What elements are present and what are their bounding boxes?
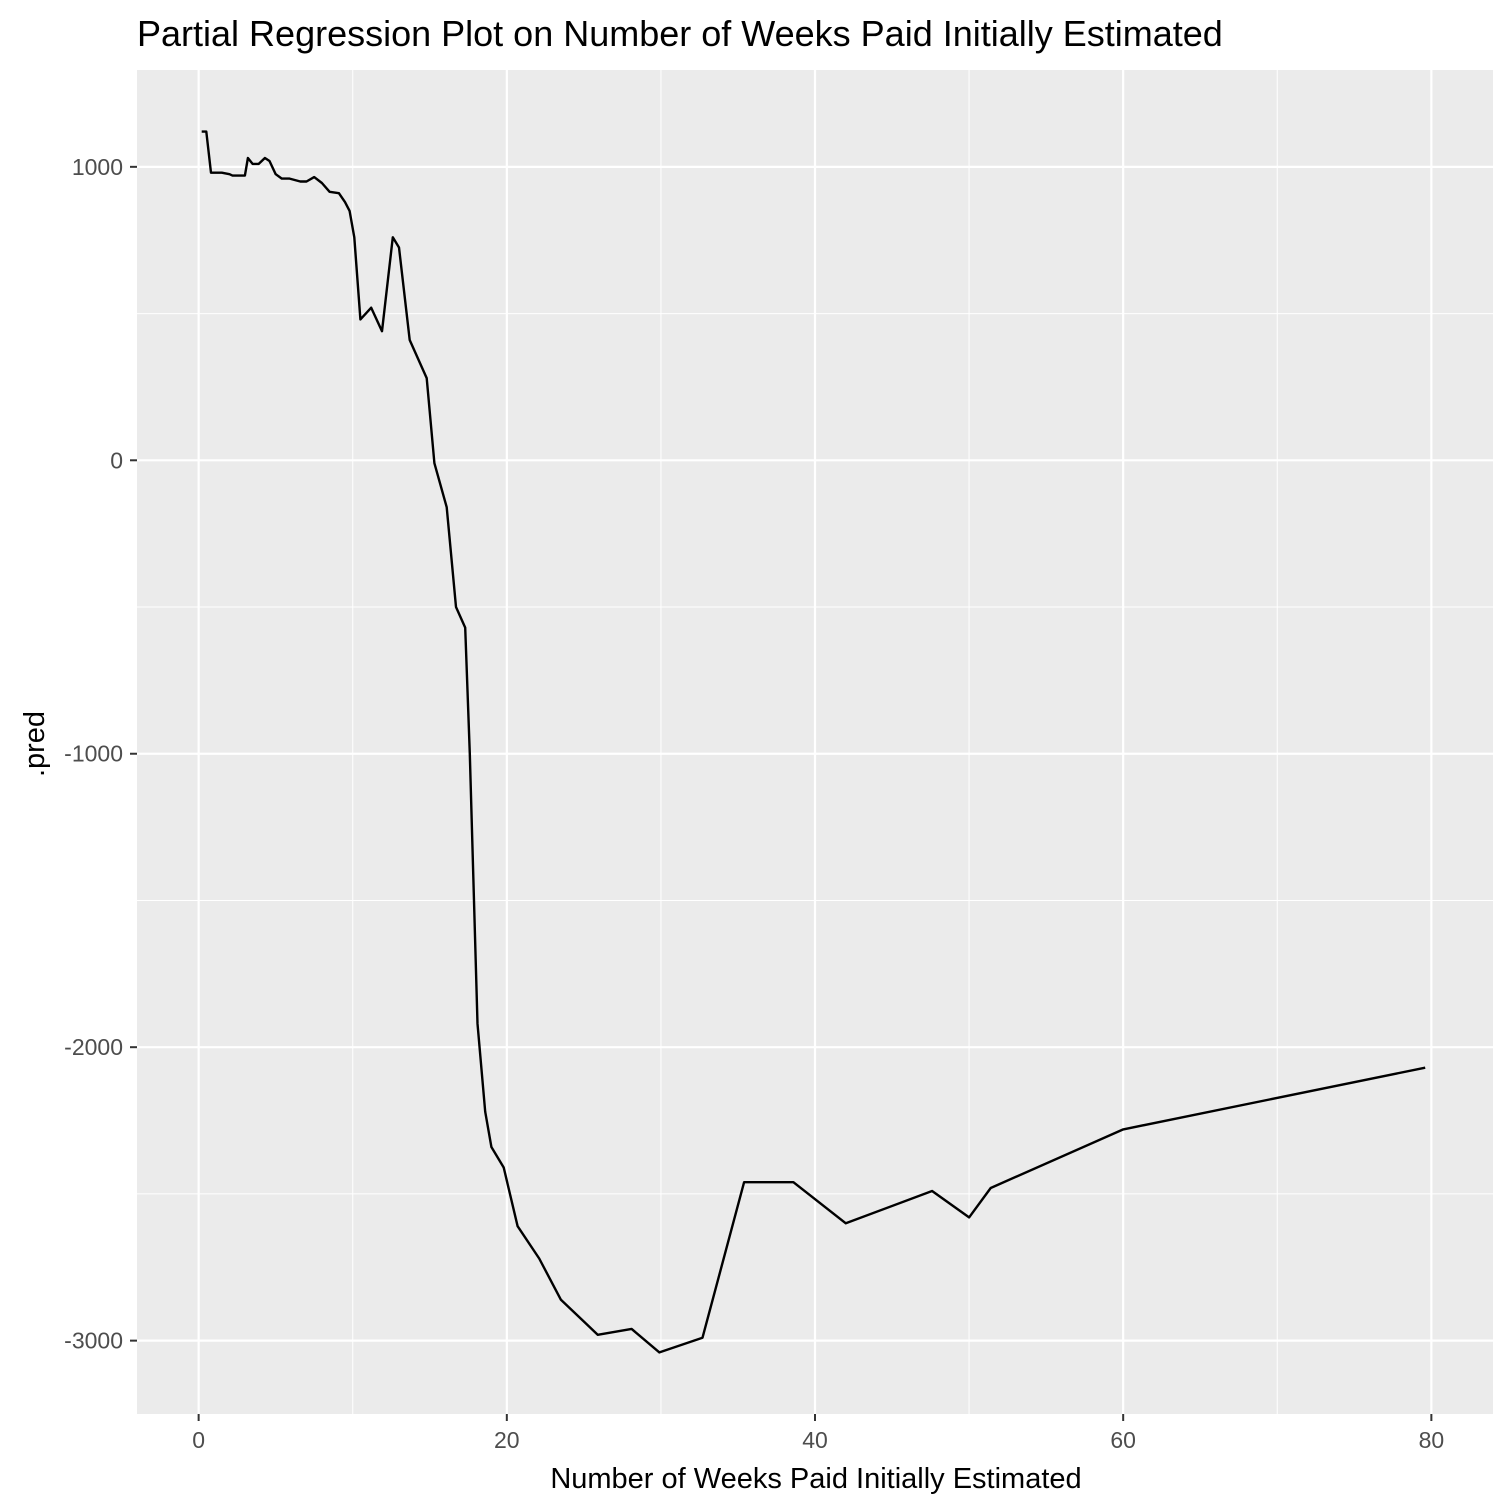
series-layer [201, 130, 1426, 1354]
y-axis-title: .pred [19, 711, 51, 777]
x-axis-title: Number of Weeks Paid Initially Estimated [550, 1463, 1081, 1495]
x-tick-label: 80 [1419, 1427, 1445, 1453]
x-tick-label: 20 [494, 1427, 520, 1453]
major-gridlines [137, 70, 1493, 1414]
x-axis-ticks: 0 20 40 60 80 [192, 1414, 1444, 1453]
y-axis-ticks: -3000 -2000 -1000 0 1000 [64, 154, 137, 1354]
x-tick-label: 0 [192, 1427, 205, 1453]
chart-title: Partial Regression Plot on Number of Wee… [137, 13, 1223, 54]
series-line [201, 130, 1426, 1354]
y-tick-label: 0 [110, 447, 123, 473]
x-tick-label: 40 [802, 1427, 828, 1453]
y-tick-label: -3000 [64, 1328, 123, 1354]
x-tick-label: 60 [1110, 1427, 1136, 1453]
y-tick-label: -2000 [64, 1034, 123, 1060]
y-tick-label: -1000 [64, 741, 123, 767]
y-tick-label: 1000 [72, 154, 123, 180]
